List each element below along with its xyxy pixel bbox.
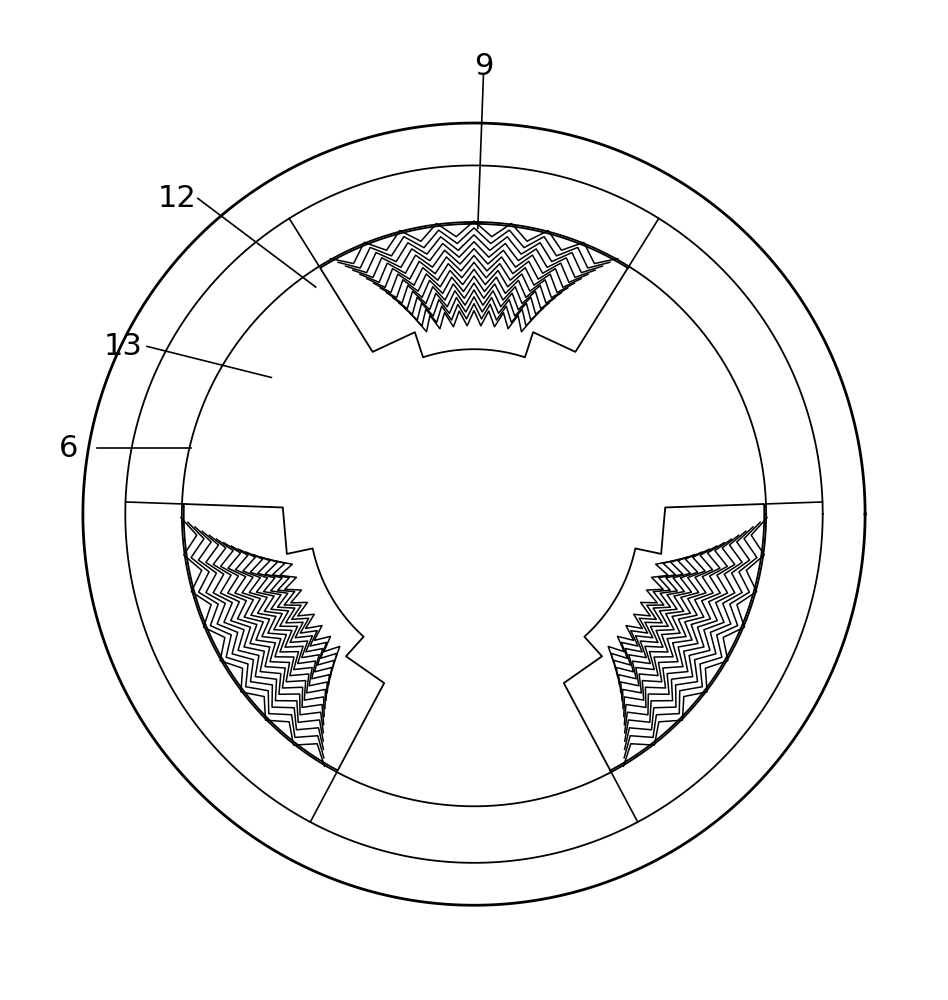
Text: 12: 12 — [157, 184, 196, 213]
Text: 13: 13 — [104, 332, 143, 361]
Text: 6: 6 — [59, 434, 79, 463]
Text: 9: 9 — [474, 52, 493, 81]
